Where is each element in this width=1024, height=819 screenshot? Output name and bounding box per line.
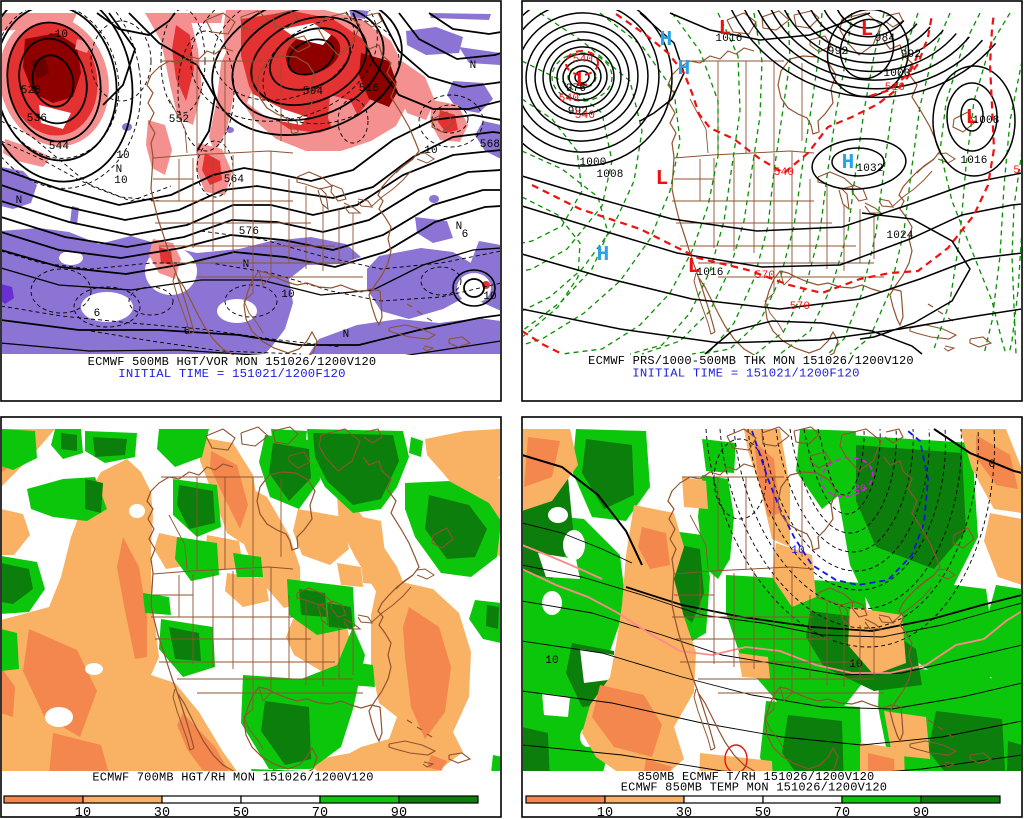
svg-text:70: 70 xyxy=(834,806,851,819)
svg-text:984: 984 xyxy=(875,33,896,45)
svg-text:0: 0 xyxy=(989,459,996,471)
svg-text:510: 510 xyxy=(885,82,905,94)
svg-text:1016: 1016 xyxy=(696,267,723,279)
svg-text:10: 10 xyxy=(545,655,559,667)
svg-text:540: 540 xyxy=(575,110,595,122)
svg-text:10: 10 xyxy=(75,806,92,819)
svg-text:H: H xyxy=(597,244,610,267)
svg-text:L: L xyxy=(966,107,979,130)
svg-text:536: 536 xyxy=(27,113,47,125)
svg-text:N: N xyxy=(116,164,123,176)
svg-text:516: 516 xyxy=(359,83,379,95)
svg-text:850MB ECMWF T/RH 151026/1200V1: 850MB ECMWF T/RH 151026/1200V120 xyxy=(638,770,875,784)
svg-text:90: 90 xyxy=(913,806,930,819)
svg-text:6: 6 xyxy=(94,308,101,320)
svg-text:N: N xyxy=(470,60,477,72)
svg-text:70: 70 xyxy=(312,806,329,819)
svg-text:L: L xyxy=(688,256,701,279)
svg-text:1024: 1024 xyxy=(886,230,913,242)
svg-text:ECMWF 700MB HGT/RH MON 151026/: ECMWF 700MB HGT/RH MON 151026/1200V120 xyxy=(92,771,373,785)
svg-text:-10: -10 xyxy=(48,29,68,41)
svg-text:6: 6 xyxy=(184,326,191,338)
svg-text:L: L xyxy=(719,18,732,41)
svg-text:10: 10 xyxy=(424,145,438,157)
svg-text:L: L xyxy=(861,19,874,42)
svg-text:10: 10 xyxy=(281,289,295,301)
svg-text:544: 544 xyxy=(49,141,70,153)
svg-text:552: 552 xyxy=(169,114,189,126)
svg-text:ECMWF PRS/1000-500MB THK MON 1: ECMWF PRS/1000-500MB THK MON 151026/1200… xyxy=(588,354,914,368)
svg-text:1016: 1016 xyxy=(715,33,742,45)
svg-text:50: 50 xyxy=(233,806,250,819)
svg-text:L: L xyxy=(656,168,669,191)
svg-text:N: N xyxy=(343,329,350,341)
svg-text:10: 10 xyxy=(849,659,863,671)
svg-text:540: 540 xyxy=(559,93,579,105)
svg-text:ECMWF 500MB HGT/VOR MON 151026: ECMWF 500MB HGT/VOR MON 151026/1200V120 xyxy=(88,355,377,369)
svg-text:N: N xyxy=(16,195,23,207)
svg-text:10: 10 xyxy=(116,150,130,162)
svg-text:504: 504 xyxy=(303,86,324,98)
svg-text:10: 10 xyxy=(483,291,497,303)
svg-text:50: 50 xyxy=(755,806,772,819)
svg-text:576: 576 xyxy=(239,226,259,238)
svg-text:570: 570 xyxy=(790,301,810,313)
svg-text:30: 30 xyxy=(676,806,693,819)
svg-text:N: N xyxy=(456,221,463,233)
svg-text:570: 570 xyxy=(755,270,775,282)
svg-text:1008: 1008 xyxy=(596,169,623,181)
svg-text:540: 540 xyxy=(573,54,593,66)
svg-text:10: 10 xyxy=(114,175,128,187)
svg-text:N: N xyxy=(243,259,250,271)
svg-text:540: 540 xyxy=(774,167,794,179)
svg-text:INITIAL TIME = 151021/1200F120: INITIAL TIME = 151021/1200F120 xyxy=(632,367,859,381)
svg-text:1008: 1008 xyxy=(972,115,999,127)
svg-text:ECMWF 850MB TEMP MON 151026/12: ECMWF 850MB TEMP MON 151026/1200V120 xyxy=(621,781,887,795)
svg-text:20: 20 xyxy=(854,484,866,495)
svg-text:30: 30 xyxy=(154,806,171,819)
svg-text:6: 6 xyxy=(462,229,469,241)
svg-text:992: 992 xyxy=(901,49,921,61)
svg-text:H: H xyxy=(842,152,855,175)
svg-text:1000: 1000 xyxy=(883,68,910,80)
svg-text:54: 54 xyxy=(1013,165,1024,177)
svg-text:564: 564 xyxy=(224,174,245,186)
svg-text:568: 568 xyxy=(480,139,500,151)
svg-text:976: 976 xyxy=(566,83,586,95)
svg-text:10: 10 xyxy=(597,806,614,819)
svg-text:992: 992 xyxy=(828,46,848,58)
svg-text:INITIAL TIME = 151021/1200F120: INITIAL TIME = 151021/1200F120 xyxy=(118,367,345,381)
svg-text:90: 90 xyxy=(391,806,408,819)
svg-text:1016: 1016 xyxy=(960,155,987,167)
svg-text:10: 10 xyxy=(791,545,805,557)
svg-text:H: H xyxy=(660,29,673,52)
svg-text:L: L xyxy=(576,70,589,93)
svg-text:1000: 1000 xyxy=(579,157,606,169)
svg-text:H: H xyxy=(678,58,691,81)
svg-text:992: 992 xyxy=(568,106,588,118)
svg-text:1032: 1032 xyxy=(856,163,883,175)
svg-text:528: 528 xyxy=(21,85,41,97)
